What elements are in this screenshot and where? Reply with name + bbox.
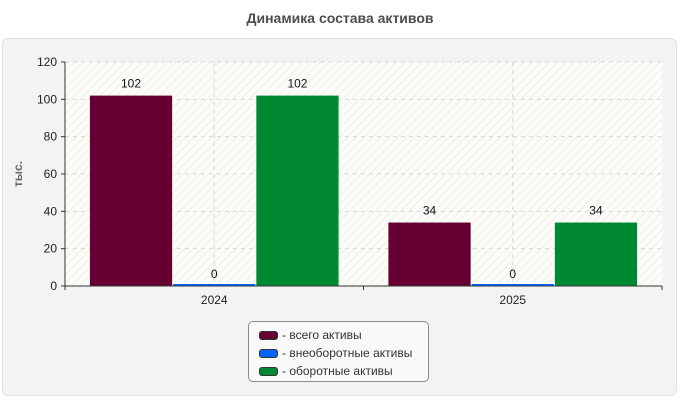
legend-label-noncurrent-assets: - внеоборотные активы [282, 346, 413, 360]
y-tick-label: 40 [44, 204, 58, 218]
legend-swatch-total-assets [259, 330, 278, 340]
legend-item-noncurrent-assets: - внеоборотные активы [259, 344, 428, 362]
x-tick-label: 2025 [499, 293, 526, 307]
legend-swatch-noncurrent-assets [259, 348, 278, 358]
y-axis-title: тыс. [11, 161, 25, 187]
bar [554, 222, 638, 286]
axes [61, 61, 663, 290]
y-tick-label: 100 [37, 92, 57, 106]
data-label: 34 [589, 204, 603, 218]
bars [89, 95, 638, 286]
chart-title: Динамика состава активов [246, 10, 434, 26]
legend-label-current-assets: - оборотные активы [282, 364, 393, 378]
bar [173, 284, 256, 286]
bar [256, 95, 339, 286]
data-label: 0 [211, 267, 218, 281]
y-tick-label: 20 [44, 242, 58, 256]
data-label: 102 [121, 77, 141, 91]
y-tick-label: 80 [44, 130, 58, 144]
bar [388, 222, 471, 286]
data-label: 0 [509, 267, 516, 281]
data-label: 102 [287, 77, 307, 91]
bar [89, 95, 173, 286]
legend-swatch-current-assets [259, 366, 278, 376]
legend-label-total-assets: - всего активы [282, 328, 362, 342]
legend-item-total-assets: - всего активы [259, 326, 428, 344]
labels: 0 20 40 60 80 100 120 102 0 102 2024 34 0 34 2025 [37, 55, 603, 307]
y-tick-label: 120 [37, 55, 57, 69]
legend-item-current-assets: - оборотные активы [259, 362, 428, 380]
y-tick-label: 0 [50, 279, 57, 293]
data-label: 34 [423, 204, 437, 218]
bar [471, 284, 554, 286]
legend: - всего активы - внеоборотные активы - о… [248, 321, 429, 382]
y-tick-label: 60 [44, 167, 58, 181]
x-tick-label: 2024 [201, 293, 228, 307]
